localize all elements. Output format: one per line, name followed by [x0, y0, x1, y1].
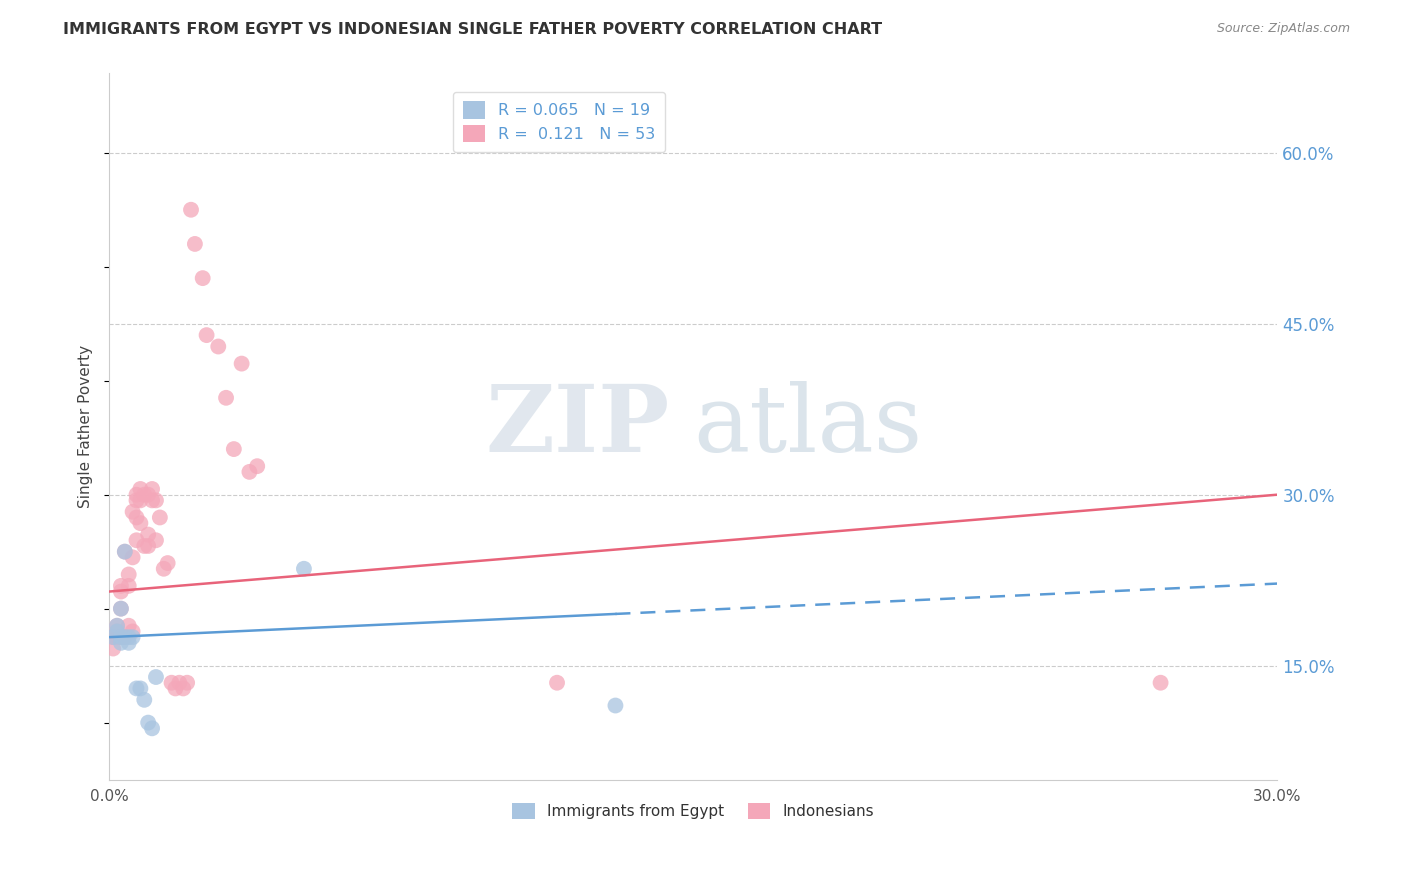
Point — [172, 681, 194, 696]
Point — [191, 271, 214, 285]
Point — [121, 505, 143, 519]
Point — [118, 630, 141, 644]
Text: atlas: atlas — [693, 381, 922, 471]
Text: ZIP: ZIP — [485, 381, 669, 471]
Point — [145, 533, 167, 548]
Point — [105, 624, 128, 639]
Point — [152, 562, 174, 576]
Point — [110, 584, 132, 599]
Point — [1149, 675, 1171, 690]
Point — [129, 516, 152, 531]
Point — [105, 619, 128, 633]
Point — [101, 630, 124, 644]
Point — [125, 488, 148, 502]
Point — [546, 675, 568, 690]
Point — [195, 328, 218, 343]
Point — [110, 630, 132, 644]
Point — [110, 601, 132, 615]
Point — [125, 510, 148, 524]
Point — [105, 630, 128, 644]
Point — [114, 544, 136, 558]
Point — [118, 636, 141, 650]
Point — [215, 391, 238, 405]
Point — [145, 670, 167, 684]
Point — [110, 579, 132, 593]
Point — [246, 459, 269, 474]
Point — [141, 482, 163, 496]
Legend: Immigrants from Egypt, Indonesians: Immigrants from Egypt, Indonesians — [506, 797, 880, 825]
Text: IMMIGRANTS FROM EGYPT VS INDONESIAN SINGLE FATHER POVERTY CORRELATION CHART: IMMIGRANTS FROM EGYPT VS INDONESIAN SING… — [63, 22, 883, 37]
Point — [129, 482, 152, 496]
Point — [125, 533, 148, 548]
Point — [176, 675, 198, 690]
Point — [110, 636, 132, 650]
Point — [129, 493, 152, 508]
Point — [136, 527, 159, 541]
Point — [105, 624, 128, 639]
Point — [149, 510, 172, 524]
Y-axis label: Single Father Poverty: Single Father Poverty — [79, 344, 93, 508]
Point — [110, 601, 132, 615]
Point — [136, 488, 159, 502]
Point — [136, 715, 159, 730]
Point — [118, 619, 141, 633]
Point — [134, 693, 156, 707]
Point — [121, 624, 143, 639]
Point — [114, 630, 136, 644]
Point — [110, 630, 132, 644]
Point — [134, 539, 156, 553]
Point — [125, 681, 148, 696]
Point — [231, 357, 253, 371]
Point — [101, 630, 124, 644]
Point — [101, 641, 124, 656]
Point — [136, 539, 159, 553]
Point — [145, 493, 167, 508]
Point — [165, 681, 187, 696]
Point — [118, 567, 141, 582]
Point — [114, 544, 136, 558]
Point — [114, 630, 136, 644]
Point — [125, 493, 148, 508]
Point — [160, 675, 183, 690]
Point — [238, 465, 260, 479]
Point — [121, 630, 143, 644]
Point — [184, 236, 207, 251]
Point — [105, 619, 128, 633]
Point — [129, 681, 152, 696]
Point — [141, 722, 163, 736]
Point — [121, 550, 143, 565]
Point — [207, 339, 229, 353]
Point — [605, 698, 627, 713]
Point — [180, 202, 202, 217]
Point — [134, 488, 156, 502]
Point — [222, 442, 245, 456]
Text: Source: ZipAtlas.com: Source: ZipAtlas.com — [1216, 22, 1350, 36]
Point — [118, 579, 141, 593]
Point — [169, 675, 191, 690]
Point — [292, 562, 315, 576]
Point — [141, 493, 163, 508]
Point — [156, 556, 179, 570]
